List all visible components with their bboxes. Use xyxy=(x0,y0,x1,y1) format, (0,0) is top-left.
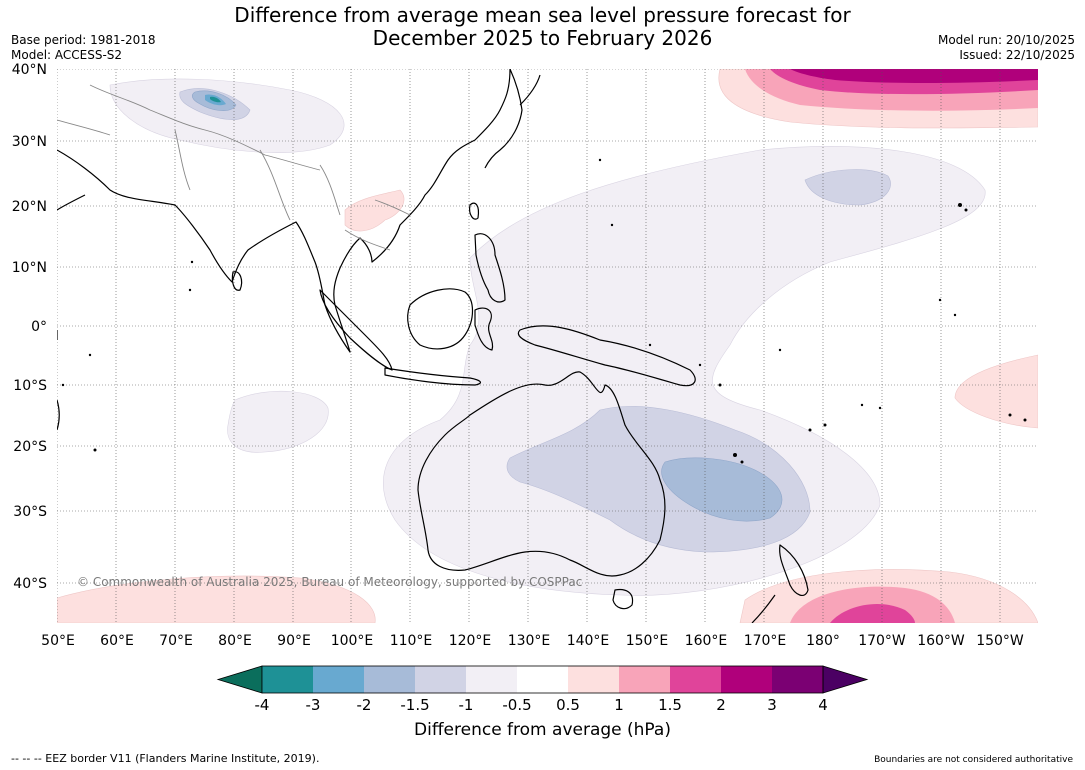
anomaly-region-south-pacific-east xyxy=(954,354,1038,429)
lat-label: 10°S xyxy=(13,378,47,394)
colorbar-tick: 0.5 xyxy=(556,696,580,714)
colorbar-segment xyxy=(415,666,466,693)
colorbar-tick: 1.5 xyxy=(658,696,682,714)
model-name: Model: ACCESS-S2 xyxy=(11,48,123,62)
lat-label: 40°S xyxy=(13,576,47,592)
lat-label: 30°N xyxy=(12,134,47,150)
lon-label: 50°E xyxy=(41,633,75,649)
lon-label: 160°E xyxy=(685,633,728,649)
meta-right: Model run: 20/10/2025 Issued: 22/10/2025 xyxy=(938,33,1075,63)
colorbar-segment xyxy=(772,666,823,693)
colorbar-tick: -0.5 xyxy=(502,696,531,714)
lon-label: 130°E xyxy=(508,633,551,649)
map-panel xyxy=(57,69,1038,623)
lat-label: 20°S xyxy=(13,439,47,455)
colorbar xyxy=(216,665,869,694)
colorbar-tick: -1 xyxy=(459,696,474,714)
country-borders xyxy=(57,84,411,251)
colorbar-segment xyxy=(568,666,619,693)
colorbar-tick: -2 xyxy=(357,696,372,714)
lon-label: 140°E xyxy=(567,633,610,649)
meta-left: Base period: 1981-2018 Model: ACCESS-S2 xyxy=(11,33,156,63)
colorbar-segment xyxy=(466,666,517,693)
lon-label: 120°E xyxy=(449,633,492,649)
colorbar-tick: 4 xyxy=(818,696,828,714)
lon-label: 170°E xyxy=(744,633,787,649)
anomaly-region-north-pacific-2 xyxy=(790,69,1038,83)
colorbar-segment xyxy=(313,666,364,693)
pacific-islands xyxy=(61,158,1027,464)
title-line-2: December 2025 to February 2026 xyxy=(372,26,713,50)
title-line-1: Difference from average mean sea level p… xyxy=(234,3,851,27)
lat-label: 20°N xyxy=(12,199,47,215)
colorbar-tick: 1 xyxy=(614,696,624,714)
colorbar-tick: -3 xyxy=(306,696,321,714)
lat-label: 30°S xyxy=(13,504,47,520)
anomaly-region-southern-ocean-east-15 xyxy=(830,604,915,623)
lon-label: 160°W xyxy=(917,633,965,649)
lat-label: 10°N xyxy=(12,260,47,276)
anomaly-region-indochina xyxy=(344,189,405,232)
anomaly-region-southern-ocean-west xyxy=(57,575,376,623)
lat-label: 40°N xyxy=(12,62,47,78)
boundaries-disclaimer: Boundaries are not considered authoritat… xyxy=(874,755,1073,765)
lon-label: 150°W xyxy=(976,633,1024,649)
latitude-labels: 40°N 30°N 20°N 10°N 0° 10°S 20°S 30°S 40… xyxy=(12,62,47,592)
colorbar-segment xyxy=(364,666,415,693)
anomaly-region-indian-ocean xyxy=(227,390,329,453)
lon-label: 170°W xyxy=(858,633,906,649)
colorbar-extend-max xyxy=(822,665,869,694)
base-period: Base period: 1981-2018 xyxy=(11,33,156,47)
colorbar-tick: 3 xyxy=(767,696,777,714)
anomaly-region-north-pacific-mid xyxy=(804,169,891,206)
lon-label: 150°E xyxy=(626,633,669,649)
lon-label: 110°E xyxy=(390,633,433,649)
issued-date: Issued: 22/10/2025 xyxy=(959,48,1075,62)
graticule xyxy=(57,69,1038,623)
colorbar-segment xyxy=(262,666,313,693)
anomaly-region-australia-core xyxy=(661,457,783,522)
anomaly-region-himalaya-deepest xyxy=(210,96,221,103)
colorbar-tick: -1.5 xyxy=(400,696,429,714)
lon-label: 70°E xyxy=(159,633,193,649)
colorbar-segment xyxy=(619,666,670,693)
colorbar-tick: 2 xyxy=(716,696,726,714)
colorbar-label: Difference from average (hPa) xyxy=(414,720,671,740)
colorbar-frame xyxy=(261,665,824,694)
colorbar-ticks: -4 -3 -2 -1.5 -1 -0.5 0.5 1 1.5 2 3 4 xyxy=(255,696,828,714)
lon-label: 60°E xyxy=(100,633,134,649)
map-title: Difference from average mean sea level p… xyxy=(0,4,1085,50)
lat-label: 0° xyxy=(31,319,47,335)
colorbar-segment xyxy=(517,666,568,693)
eez-border-note: -- -- -- EEZ border V11 (Flanders Marine… xyxy=(11,752,320,765)
lon-label: 180° xyxy=(806,633,840,649)
lon-label: 90°E xyxy=(277,633,311,649)
lon-label: 80°E xyxy=(218,633,252,649)
model-run: Model run: 20/10/2025 xyxy=(937,33,1075,47)
colorbar-tick: -4 xyxy=(255,696,270,714)
coastlines xyxy=(57,69,809,623)
colorbar-segment xyxy=(670,666,721,693)
colorbar-extend-min xyxy=(216,665,263,694)
lon-label: 100°E xyxy=(331,633,374,649)
colorbar-segment xyxy=(721,666,772,693)
copyright-text: © Commonwealth of Australia 2025, Bureau… xyxy=(77,575,582,589)
longitude-labels: 50°E 60°E 70°E 80°E 90°E 100°E 110°E 120… xyxy=(41,633,1024,649)
